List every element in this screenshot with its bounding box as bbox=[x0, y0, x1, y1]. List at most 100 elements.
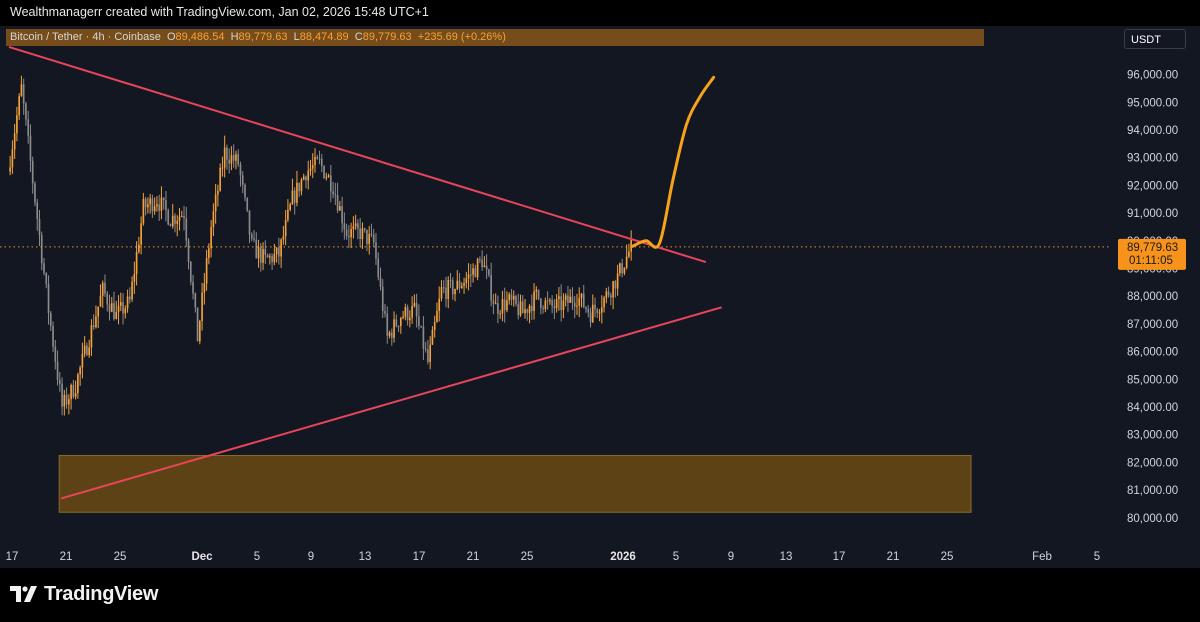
candle-body[interactable] bbox=[43, 263, 45, 273]
candle-body[interactable] bbox=[56, 361, 59, 380]
candle-body[interactable] bbox=[460, 285, 463, 288]
candle-body[interactable] bbox=[573, 302, 576, 307]
candle-body[interactable] bbox=[564, 295, 567, 301]
candle-body[interactable] bbox=[399, 317, 402, 326]
candle-body[interactable] bbox=[375, 242, 377, 259]
candle-body[interactable] bbox=[226, 147, 228, 160]
candle-body[interactable] bbox=[571, 296, 574, 303]
candle-body[interactable] bbox=[488, 269, 490, 275]
candle-body[interactable] bbox=[117, 305, 120, 312]
candle-body[interactable] bbox=[368, 233, 371, 244]
candle-body[interactable] bbox=[253, 238, 255, 240]
candle-body[interactable] bbox=[605, 291, 608, 298]
candle-body[interactable] bbox=[185, 218, 188, 241]
candle-body[interactable] bbox=[74, 393, 77, 397]
candle-body[interactable] bbox=[530, 305, 533, 312]
candle-body[interactable] bbox=[512, 296, 515, 300]
candle-body[interactable] bbox=[402, 316, 404, 318]
candle-body[interactable] bbox=[133, 273, 136, 282]
candle-body[interactable] bbox=[447, 280, 450, 299]
candle-body[interactable] bbox=[192, 281, 194, 294]
candle-body[interactable] bbox=[515, 296, 517, 305]
candle-body[interactable] bbox=[219, 167, 221, 191]
candle-body[interactable] bbox=[205, 258, 208, 284]
candle-body[interactable] bbox=[275, 247, 278, 254]
candle-body[interactable] bbox=[257, 247, 260, 259]
candle-body[interactable] bbox=[194, 293, 197, 308]
candle-body[interactable] bbox=[596, 309, 599, 313]
candle-body[interactable] bbox=[370, 233, 373, 235]
candle-body[interactable] bbox=[22, 84, 25, 104]
candle-body[interactable] bbox=[350, 229, 352, 238]
candle-body[interactable] bbox=[339, 206, 341, 211]
candle-body[interactable] bbox=[61, 383, 63, 407]
candle-body[interactable] bbox=[54, 346, 57, 362]
candle-body[interactable] bbox=[540, 298, 542, 308]
candle-body[interactable] bbox=[594, 304, 596, 310]
candle-body[interactable] bbox=[474, 268, 477, 278]
candle-body[interactable] bbox=[142, 198, 145, 224]
candle-body[interactable] bbox=[567, 295, 569, 303]
candle-body[interactable] bbox=[63, 394, 66, 407]
price-chart[interactable]: 80,000.00 81,000.00 82,000.00 83,000.00 84,0… bbox=[0, 0, 1200, 568]
candle-body[interactable] bbox=[542, 307, 544, 310]
candle-body[interactable] bbox=[187, 240, 190, 262]
candle-body[interactable] bbox=[553, 305, 556, 309]
candle-body[interactable] bbox=[278, 247, 280, 257]
candle-body[interactable] bbox=[395, 319, 398, 326]
candle-body[interactable] bbox=[86, 345, 88, 356]
candle-body[interactable] bbox=[607, 291, 610, 296]
candle-body[interactable] bbox=[300, 179, 303, 192]
candle-body[interactable] bbox=[25, 103, 27, 120]
candle-body[interactable] bbox=[384, 311, 386, 314]
candle-body[interactable] bbox=[106, 293, 109, 305]
candle-body[interactable] bbox=[433, 322, 436, 330]
candle-body[interactable] bbox=[551, 300, 553, 306]
time-axis[interactable] bbox=[0, 540, 1200, 568]
candle-body[interactable] bbox=[169, 224, 172, 227]
candle-body[interactable] bbox=[386, 313, 389, 336]
candle-body[interactable] bbox=[203, 283, 206, 293]
candle-body[interactable] bbox=[393, 319, 395, 338]
candle-body[interactable] bbox=[97, 306, 100, 317]
candle-body[interactable] bbox=[228, 159, 231, 164]
candle-body[interactable] bbox=[104, 282, 106, 294]
candle-body[interactable] bbox=[287, 209, 289, 220]
chart-plot-area[interactable] bbox=[0, 26, 1110, 540]
candle-body[interactable] bbox=[625, 256, 628, 268]
candle-body[interactable] bbox=[311, 165, 314, 169]
candle-body[interactable] bbox=[34, 183, 36, 203]
candle-body[interactable] bbox=[449, 280, 452, 282]
candle-body[interactable] bbox=[616, 273, 619, 289]
candle-body[interactable] bbox=[587, 308, 590, 313]
candle-body[interactable] bbox=[314, 157, 316, 166]
candle-body[interactable] bbox=[135, 252, 138, 274]
candle-body[interactable] bbox=[476, 259, 479, 278]
candle-body[interactable] bbox=[241, 175, 244, 185]
candle-body[interactable] bbox=[508, 294, 511, 301]
candle-body[interactable] bbox=[223, 147, 226, 168]
candle-body[interactable] bbox=[377, 258, 380, 278]
currency-selector[interactable]: USDT bbox=[1124, 29, 1186, 49]
candle-body[interactable] bbox=[101, 282, 104, 296]
candle-body[interactable] bbox=[533, 291, 535, 312]
candle-body[interactable] bbox=[320, 158, 323, 167]
candle-body[interactable] bbox=[307, 170, 310, 181]
candle-body[interactable] bbox=[519, 301, 522, 316]
candle-body[interactable] bbox=[237, 154, 240, 165]
candle-body[interactable] bbox=[13, 133, 16, 150]
candle-body[interactable] bbox=[156, 204, 158, 207]
candle-body[interactable] bbox=[282, 236, 285, 240]
candle-body[interactable] bbox=[436, 310, 438, 323]
candle-body[interactable] bbox=[413, 302, 416, 307]
candle-body[interactable] bbox=[623, 267, 626, 274]
candle-body[interactable] bbox=[9, 167, 11, 172]
candle-body[interactable] bbox=[521, 301, 524, 314]
candle-body[interactable] bbox=[128, 296, 131, 300]
candle-body[interactable] bbox=[38, 219, 41, 236]
candle-body[interactable] bbox=[357, 223, 359, 229]
candle-body[interactable] bbox=[546, 300, 549, 302]
candle-body[interactable] bbox=[451, 280, 454, 295]
candle-body[interactable] bbox=[255, 239, 258, 259]
candle-body[interactable] bbox=[409, 317, 411, 321]
